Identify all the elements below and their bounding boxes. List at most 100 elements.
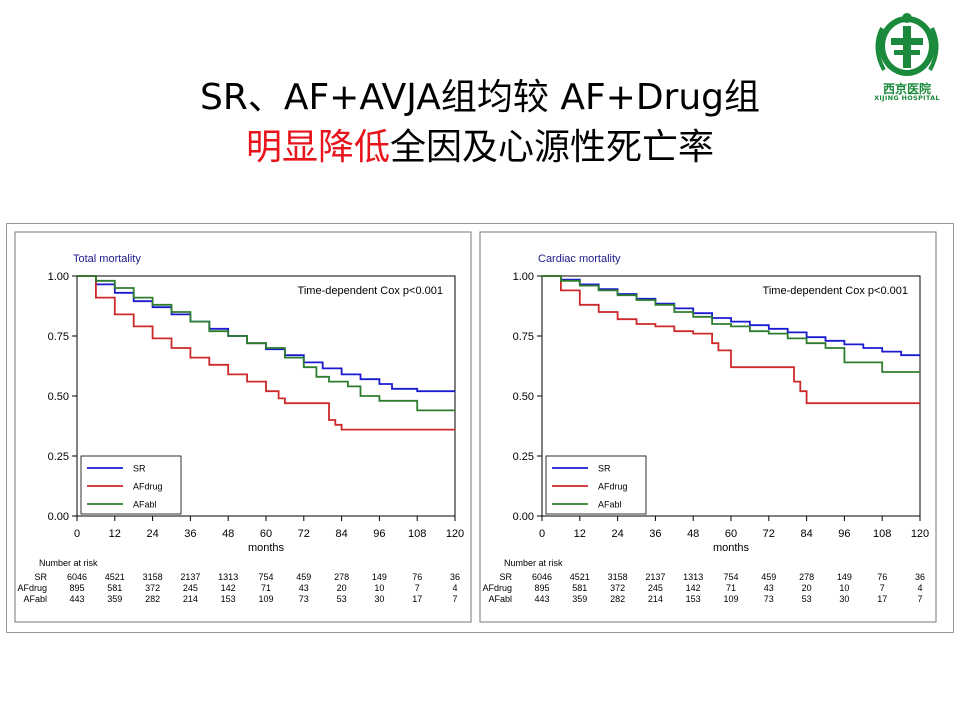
risk-cell: 149 [837,572,852,582]
risk-cell: 7 [880,583,885,593]
risk-cell: 30 [839,594,849,604]
risk-cell: 443 [69,594,84,604]
risk-cell: 459 [761,572,776,582]
risk-cell: 71 [726,583,736,593]
risk-cell: 76 [877,572,887,582]
risk-cell: 153 [221,594,236,604]
risk-cell: 3158 [608,572,628,582]
x-tick-label: 120 [911,528,929,540]
risk-cell: 30 [374,594,384,604]
legend-label-afabl: AFabl [133,500,157,510]
risk-cell: 443 [534,594,549,604]
risk-row-label-afdrug: AFdrug [482,583,512,593]
y-tick-label: 0.25 [48,451,69,463]
x-tick-label: 0 [74,528,80,540]
series-line-afdrug [77,275,455,431]
risk-cell: 2137 [180,572,200,582]
risk-cell: 4521 [570,572,590,582]
x-tick-label: 108 [408,528,426,540]
y-tick-label: 0.50 [48,391,69,403]
x-tick-label: 120 [446,528,464,540]
risk-row-label-afabl: AFabl [23,594,47,604]
risk-cell: 43 [299,583,309,593]
risk-cell: 2137 [645,572,665,582]
risk-cell: 3158 [143,572,163,582]
risk-cell: 278 [799,572,814,582]
legend-label-afdrug: AFdrug [133,482,163,492]
hospital-logo: 西京医院 XIJING HOSPITAL [862,8,952,102]
risk-cell: 76 [412,572,422,582]
slide-title-line1: SR、AF+AVJA组均较 AF+Drug组 [199,77,761,118]
legend-box [545,455,647,515]
risk-cell: 149 [372,572,387,582]
x-axis-label: months [248,542,285,554]
risk-cell: 359 [107,594,122,604]
chart-title: Total mortality [73,253,141,265]
x-tick-label: 84 [800,528,812,540]
risk-cell: 73 [299,594,309,604]
y-tick-label: 0.00 [48,511,69,523]
risk-cell: 7 [415,583,420,593]
risk-cell: 17 [412,594,422,604]
x-tick-label: 96 [373,528,385,540]
series-line-afabl [77,275,455,412]
risk-cell: 214 [183,594,198,604]
risk-cell: 4 [917,583,922,593]
chart-2: Cardiac mortality Time-dependent Cox p<0.… [479,231,937,623]
chart-1: Total mortality Time-dependent Cox p<0.00… [14,231,472,623]
risk-cell: 282 [610,594,625,604]
risk-cell: 36 [915,572,925,582]
risk-cell: 245 [648,583,663,593]
risk-cell: 895 [69,583,84,593]
x-tick-label: 36 [184,528,196,540]
hospital-emblem-icon [875,13,939,76]
risk-cell: 7 [917,594,922,604]
risk-cell: 359 [572,594,587,604]
risk-row-label-afabl: AFabl [488,594,512,604]
y-tick-label: 0.00 [513,511,534,523]
x-tick-label: 48 [222,528,234,540]
y-tick-label: 1.00 [513,271,534,283]
risk-cell: 245 [183,583,198,593]
risk-cell: 17 [877,594,887,604]
y-tick-label: 0.75 [48,331,69,343]
risk-cell: 754 [723,572,738,582]
x-tick-label: 24 [146,528,158,540]
risk-cell: 1313 [218,572,238,582]
risk-cell: 73 [764,594,774,604]
logo-chinese-name: 西京医院 [882,82,931,96]
y-tick-label: 0.50 [513,391,534,403]
risk-cell: 7 [452,594,457,604]
slide-title-highlight: 明显降低 [245,127,390,168]
risk-cell: 372 [610,583,625,593]
risk-cell: 36 [450,572,460,582]
risk-cell: 10 [374,583,384,593]
series-line-afabl [542,275,920,373]
risk-cell: 142 [686,583,701,593]
x-tick-label: 72 [763,528,775,540]
x-tick-label: 48 [687,528,699,540]
risk-cell: 372 [145,583,160,593]
y-tick-label: 0.25 [513,451,534,463]
charts-panel: Total mortality Time-dependent Cox p<0.00… [6,223,954,633]
risk-cell: 6046 [532,572,552,582]
legend-box [80,455,182,515]
x-tick-label: 72 [298,528,310,540]
risk-row-label-sr: SR [34,572,47,582]
cox-annotation: Time-dependent Cox p<0.001 [298,285,443,297]
slide-title-rest: 全因及心源性死亡率 [390,127,715,168]
x-tick-label: 36 [649,528,661,540]
legend-label-afdrug: AFdrug [598,482,628,492]
x-tick-label: 84 [335,528,347,540]
risk-cell: 895 [534,583,549,593]
risk-row-label-afdrug: AFdrug [17,583,47,593]
y-tick-label: 1.00 [48,271,69,283]
risk-table-header: Number at risk [39,558,98,568]
legend-label-sr: SR [598,464,611,474]
risk-cell: 4521 [105,572,125,582]
risk-cell: 71 [261,583,271,593]
x-tick-label: 60 [725,528,737,540]
series-line-afdrug [542,275,920,405]
chart-title: Cardiac mortality [538,253,621,265]
risk-cell: 459 [296,572,311,582]
